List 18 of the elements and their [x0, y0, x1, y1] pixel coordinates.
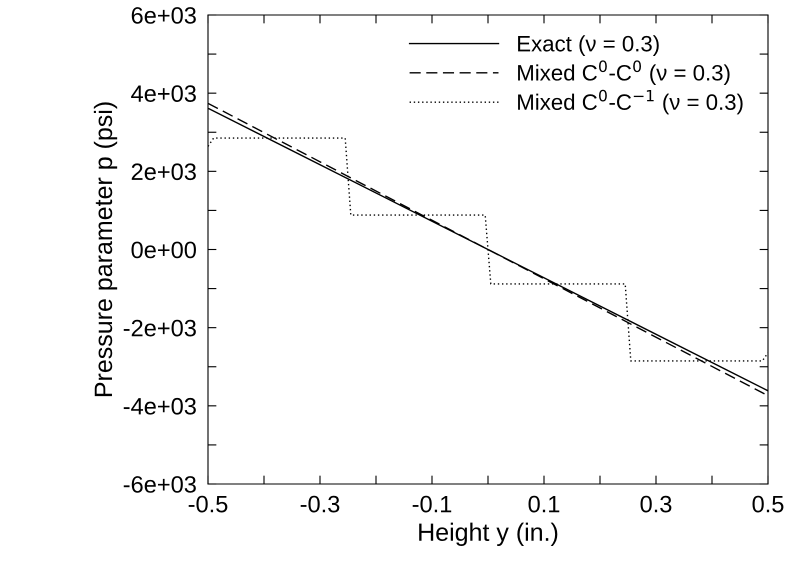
y-tick-label: 6e+03	[132, 7, 196, 24]
x-axis-title: Height y (in.)	[419, 522, 558, 546]
y-tick-label: 4e+03	[131, 85, 196, 102]
y-tick-label: -2e+03	[124, 320, 196, 336]
y-tick-label: -6e+03	[124, 476, 196, 493]
y-tick-label: 2e+03	[132, 163, 196, 180]
x-tick-label: -0.3	[300, 496, 340, 512]
x-tick-label: 0.3	[640, 496, 672, 512]
x-tick-label: 0.1	[528, 496, 560, 512]
y-tick-label: -4e+03	[124, 398, 196, 415]
x-tick-label: -0.5	[188, 496, 228, 512]
legend-label: Mixed C$^{0}$-C$^{0}$ (ν = 0.3)	[518, 60, 730, 86]
legend-label: Exact (ν = 0.3)	[518, 35, 659, 56]
y-tick-label: 0e+00	[132, 242, 196, 258]
legend-label: Mixed C$^{0}$-C$^{−1}$ (ν = 0.3)	[518, 90, 743, 114]
x-tick-label: -0.1	[412, 496, 452, 512]
y-axis-title: Pressure parameter p (psi)	[94, 102, 118, 396]
x-tick-label: 0.5	[752, 496, 784, 512]
